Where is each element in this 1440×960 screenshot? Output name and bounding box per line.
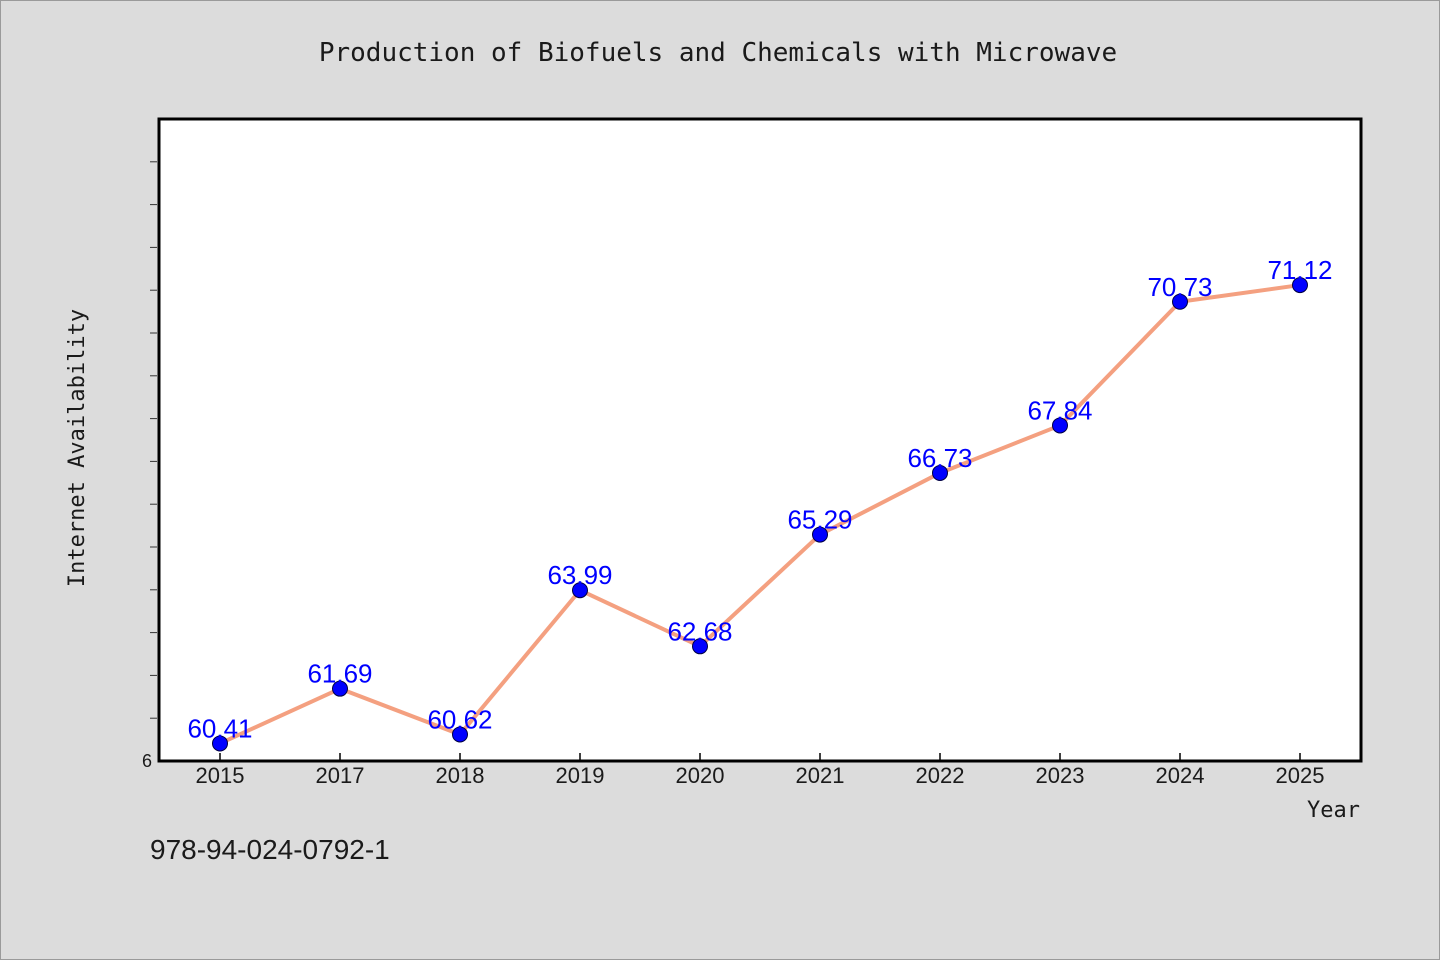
data-point [452,726,468,743]
data-label: 70.73 [1147,272,1212,302]
chart-title: Production of Biofuels and Chemicals wit… [319,38,1117,68]
series-layer: 60.41 61.69 60.62 63.99 62.68 65.29 66.73 67.84… [187,255,1333,752]
x-tick-label: 2021 [796,763,845,788]
data-point [812,526,828,543]
series-line [219,283,1301,746]
x-tick-label: 2018 [436,763,485,788]
data-label: 63.99 [547,560,612,590]
isbn-code: 978-94-024-0792-1 [150,834,390,865]
data-point [332,680,348,697]
x-tick-label: 2022 [916,763,965,788]
data-point [1172,293,1188,310]
data-point [1052,417,1068,434]
x-tick-label: 2015 [196,763,245,788]
data-label: 60.41 [187,713,252,743]
data-point [212,735,228,752]
y-axis-ticks: 6 [142,161,157,771]
y-tick-label: 6 [142,751,152,771]
data-point [1292,277,1308,294]
data-point [572,582,588,599]
x-tick-label: 2017 [316,763,365,788]
x-tick-label: 2024 [1156,763,1205,788]
x-tick-label: 2025 [1276,763,1325,788]
data-point [692,638,708,655]
x-tick-label: 2020 [676,763,725,788]
data-label: 67.84 [1027,395,1092,425]
data-point [932,464,948,481]
data-label: 60.62 [427,704,492,734]
x-axis-ticks: 2015 2017 2018 2019 2020 2021 2022 2023 2024 2025 [196,753,1325,788]
plot-area [157,117,1363,763]
x-axis-label: Year [1307,798,1360,823]
y-axis-label: Internet Availability [65,309,90,587]
data-label: 62.68 [667,616,732,646]
data-label: 66.73 [907,443,972,473]
data-label: 65.29 [787,505,852,535]
data-label: 71.12 [1267,255,1332,285]
x-tick-label: 2023 [1036,763,1085,788]
x-tick-label: 2019 [556,763,605,788]
data-label: 61.69 [307,659,372,689]
